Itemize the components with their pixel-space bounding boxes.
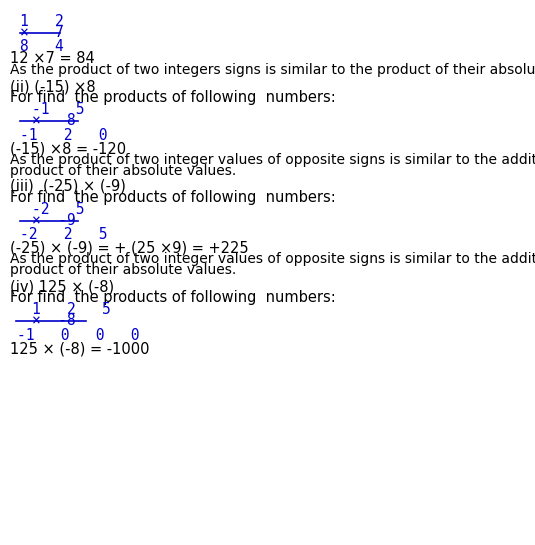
Text: product of their absolute values.: product of their absolute values. bbox=[10, 164, 236, 178]
Text: ×  -8: × -8 bbox=[32, 313, 75, 329]
Text: 8   4: 8 4 bbox=[20, 39, 64, 54]
Text: ×   7: × 7 bbox=[20, 25, 64, 40]
Text: (ii) (-15) ×8: (ii) (-15) ×8 bbox=[10, 79, 96, 94]
Text: As the product of two integers signs is similar to the product of their absolute: As the product of two integers signs is … bbox=[10, 63, 535, 77]
Text: -1   0   0   0: -1 0 0 0 bbox=[17, 328, 140, 343]
Text: ×   8: × 8 bbox=[32, 113, 75, 128]
Text: 12 ×7 = 84: 12 ×7 = 84 bbox=[10, 51, 95, 66]
Text: -2   2   5: -2 2 5 bbox=[20, 227, 108, 243]
Text: (iv) 125 × (-8): (iv) 125 × (-8) bbox=[10, 279, 114, 294]
Text: For find  the products of following  numbers:: For find the products of following numbe… bbox=[10, 290, 336, 306]
Text: (iii)  (-25) × (-9): (iii) (-25) × (-9) bbox=[10, 179, 126, 194]
Text: -1   2   0: -1 2 0 bbox=[20, 128, 108, 143]
Text: product of their absolute values.: product of their absolute values. bbox=[10, 263, 236, 277]
Text: 125 × (-8) = -1000: 125 × (-8) = -1000 bbox=[10, 342, 150, 357]
Text: For find  the products of following  numbers:: For find the products of following numbe… bbox=[10, 90, 336, 106]
Text: (-15) ×8 = -120: (-15) ×8 = -120 bbox=[10, 141, 126, 156]
Text: -2   5: -2 5 bbox=[32, 202, 84, 217]
Text: -1   5: -1 5 bbox=[32, 102, 84, 117]
Text: ×  -9: × -9 bbox=[32, 213, 75, 228]
Text: As the product of two integer values of opposite signs is similar to the additiv: As the product of two integer values of … bbox=[10, 153, 535, 167]
Text: 1   2: 1 2 bbox=[20, 14, 64, 29]
Text: 1   2   5: 1 2 5 bbox=[32, 302, 110, 317]
Text: As the product of two integer values of opposite signs is similar to the additiv: As the product of two integer values of … bbox=[10, 252, 535, 267]
Text: For find  the products of following  numbers:: For find the products of following numbe… bbox=[10, 190, 336, 205]
Text: (-25) × (-9) = + (25 ×9) = +225: (-25) × (-9) = + (25 ×9) = +225 bbox=[10, 241, 249, 256]
